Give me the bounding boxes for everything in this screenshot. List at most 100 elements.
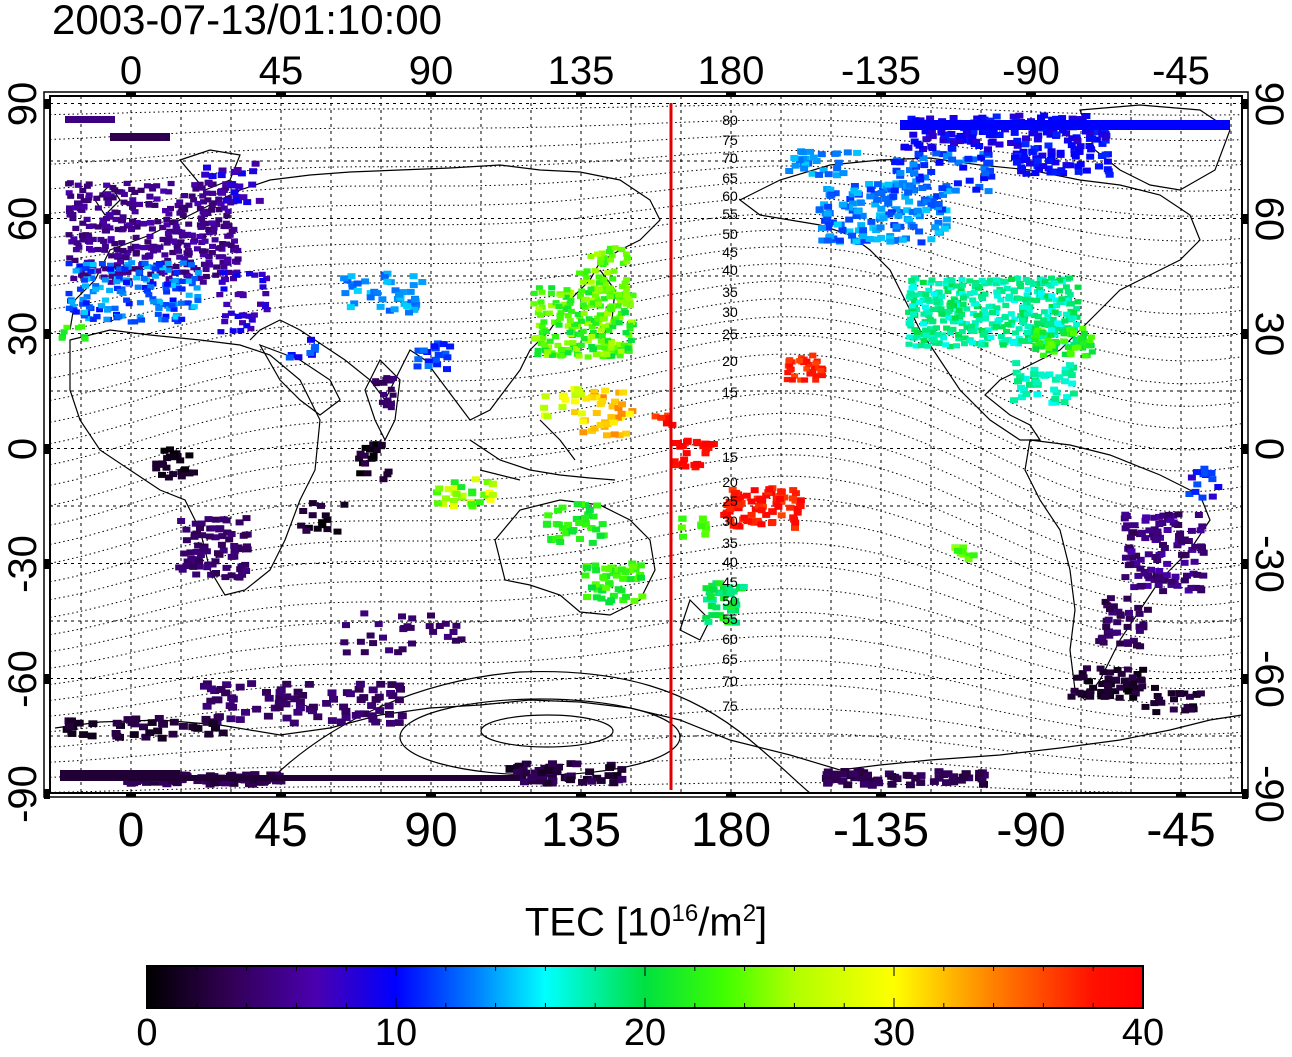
tec-cell [850,183,859,189]
tec-cell [242,568,251,574]
tec-cell [368,686,378,694]
tec-cell [243,323,251,329]
tec-cell [281,700,291,708]
tec-cell [965,177,974,184]
tec-cell [1144,551,1153,558]
tec-cell [147,271,155,277]
tec-cell [702,525,711,532]
tec-cell [353,280,362,287]
tec-cell [196,552,205,558]
tec-cell [1067,142,1076,149]
tec-cell [123,180,131,187]
tec-cell [108,253,116,259]
tec-cell [562,306,570,312]
tec-cell [1015,326,1023,332]
tec-cell [942,216,951,223]
tec-cell [823,216,832,223]
tec-cell [591,288,599,294]
tec-cell [886,238,895,245]
tec-cell [237,170,246,177]
tec-cell [146,252,154,258]
tec-cell [342,622,350,629]
tec-cell [942,153,951,160]
tec-cell [1004,321,1012,328]
tec-cell [577,410,586,417]
tec-cell [66,205,73,211]
tec-cell [1044,142,1053,149]
tec-cell [832,150,841,157]
tec-cell [1074,284,1082,290]
tec-cell [742,492,751,499]
tec-cell [992,324,1000,330]
tec-cell [936,340,944,347]
tec-cell [1126,534,1135,541]
tec-cell [919,279,927,286]
tec-cell [919,155,928,162]
tec-cell [1140,570,1149,577]
tec-cell [979,295,987,302]
tec-cell [1136,643,1145,650]
tec-cell [85,223,93,230]
tec-cell [1011,154,1019,161]
tec-cell [724,619,733,626]
tec-cell [934,332,942,338]
tec-cell [1187,474,1196,481]
tec-cell [294,354,303,361]
tec-cell [424,363,433,369]
tec-cell [327,717,337,724]
tec-cell [858,212,867,219]
map-frame [49,95,1243,794]
tec-cell [333,528,342,535]
tec-cell [601,345,609,351]
tec-cell [1123,666,1132,673]
tec-cell [1089,684,1098,691]
tec-cell [101,277,109,283]
tec-cell [1035,166,1044,173]
tec-cell [1082,128,1090,135]
tec-cell [1013,137,1022,144]
tec-cell [579,429,588,436]
tec-cell [615,432,624,439]
tec-cell [791,162,800,169]
tec-cell [810,364,818,370]
tec-cell [809,154,818,161]
tec-cell [627,337,635,343]
tec-cell [946,329,954,336]
tec-cell [609,323,617,330]
tec-cell [873,776,883,784]
tec-cell [616,314,624,320]
tec-cell [521,769,531,777]
tec-cell [1185,693,1194,700]
tec-cell [725,498,734,505]
lon-tick-bottom: 135 [541,804,621,857]
tec-cell [1056,151,1065,158]
tec-cell [377,441,386,448]
tec-cell [233,167,242,173]
tec-cell [521,760,531,768]
tec-cell [1150,700,1159,707]
tec-cell [219,241,227,247]
tec-cell [1052,115,1061,122]
tec-cell [304,681,314,688]
tec-cell [1155,568,1164,574]
tec-cell [161,252,169,258]
tec-cell [178,566,187,573]
tec-cell [1188,546,1197,553]
tec-cell [169,471,178,478]
tec-cell [715,580,724,587]
tec-cell [993,293,1001,299]
tec-cell [251,160,260,167]
lon-tick-top: 45 [259,49,304,93]
mag-lat-label: 60 [722,631,738,647]
tec-cell [993,289,1001,295]
tec-cell [66,255,74,261]
tec-cell [948,278,956,284]
tec-cell [215,217,223,223]
tec-cell [1022,135,1030,142]
tec-cell [190,533,199,540]
tec-cell [1012,159,1021,166]
tec-cell [815,171,824,178]
tec-cell [389,392,397,398]
tec-cell [1185,491,1194,497]
tec-cell [1135,610,1144,617]
